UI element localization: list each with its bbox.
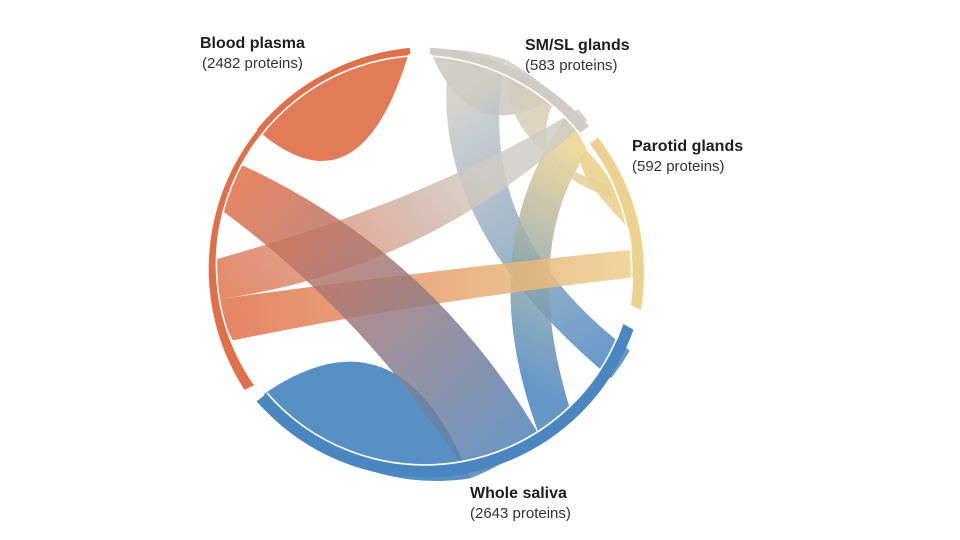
blood-plasma-count: (2482 proteins) [202, 55, 303, 72]
parotid-glands-name: Parotid glands [632, 138, 744, 155]
chord-smsl-parotid [505, 59, 615, 199]
chord-blood-self [256, 50, 410, 161]
chord-whole-self [263, 361, 470, 482]
chord-blood-whole [221, 163, 540, 479]
whole-saliva-name: Whole saliva [470, 485, 567, 502]
label-parotid-glands: Parotid glands (592 proteins) [632, 137, 743, 177]
arc-parotid-glands [589, 137, 645, 310]
whole-saliva-count: (2643 proteins) [470, 505, 571, 522]
smsl-glands-name: SM/SL glands [525, 37, 630, 54]
blood-plasma-name: Blood plasma [200, 35, 305, 52]
arc-smsl-glands [429, 47, 590, 133]
arc-whole-saliva [256, 324, 634, 478]
smsl-glands-count: (583 proteins) [525, 57, 618, 74]
ring-blood [215, 55, 411, 385]
chord-smsl-whole [446, 49, 630, 379]
label-smsl-glands: SM/SL glands (583 proteins) [525, 36, 630, 76]
label-whole-saliva: Whole saliva (2643 proteins) [470, 484, 571, 524]
parotid-glands-count: (592 proteins) [632, 158, 725, 175]
ring-parotid [588, 144, 633, 305]
ring-smsl [429, 55, 580, 134]
ring-whole [266, 324, 623, 466]
arc-blood-plasma [208, 47, 411, 390]
label-blood-plasma: Blood plasma (2482 proteins) [200, 34, 305, 74]
